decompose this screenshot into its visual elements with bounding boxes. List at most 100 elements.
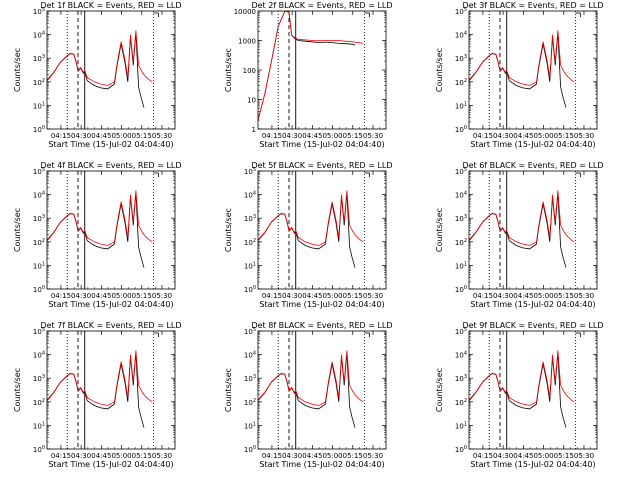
y-tick-label: 1	[252, 126, 256, 134]
x-tick-label: 04:15	[51, 452, 71, 460]
events-series-line	[258, 352, 356, 428]
x-axis-label: Start Time (15-Jul-02 04:04:40)	[48, 460, 173, 469]
x-tick-label: 05:15	[343, 132, 363, 140]
y-axis-label: Counts/sec	[435, 208, 444, 252]
y-axis-label: Counts/sec	[435, 368, 444, 412]
lld-series-line	[47, 30, 153, 86]
x-tick-label: 04:15	[262, 452, 282, 460]
x-tick-label: 05:00	[322, 132, 342, 140]
x-tick-label: 04:45	[91, 292, 111, 300]
x-tick-label: 05:30	[574, 292, 594, 300]
y-tick-label: 105	[33, 327, 45, 336]
y-tick-label: 103	[455, 54, 467, 63]
x-tick-label: 04:45	[91, 132, 111, 140]
y-tick-label: 104	[33, 191, 45, 200]
x-tick-label: 04:30	[71, 292, 91, 300]
y-tick-label: 102	[455, 78, 467, 87]
y-axis-label: Counts/sec	[435, 48, 444, 92]
y-tick-label: 105	[455, 327, 467, 336]
x-tick-label: 04:30	[282, 292, 302, 300]
y-axis-label: Counts/sec	[224, 208, 233, 252]
plot-frame	[46, 170, 176, 290]
x-tick-label: 05:30	[152, 292, 172, 300]
events-series-line	[258, 192, 356, 268]
events-series-line	[47, 32, 145, 108]
panel-det1f: Det 1f BLACK = Events, RED = LLD 100 101 10…	[13, 1, 182, 149]
x-tick-label: 05:15	[554, 452, 574, 460]
panel-title: Det 8f BLACK = Events, RED = LLD	[251, 321, 392, 330]
x-axis-label: Start Time (15-Jul-02 04:04:40)	[48, 300, 173, 309]
x-tick-label: 05:00	[111, 292, 131, 300]
x-tick-label: 05:00	[111, 132, 131, 140]
plot-frame	[257, 170, 387, 290]
panel-title: Det 6f BLACK = Events, RED = LLD	[462, 161, 603, 170]
y-tick-label: 1000	[238, 38, 256, 46]
y-tick-label: 102	[244, 238, 256, 247]
y-tick-label: 101	[33, 261, 45, 270]
y-tick-label: 105	[455, 167, 467, 176]
x-tick-label: 04:30	[493, 452, 513, 460]
x-tick-label: 04:15	[473, 132, 493, 140]
y-tick-label: 104	[244, 191, 256, 200]
x-tick-label: 04:45	[302, 452, 322, 460]
x-tick-label: 04:30	[493, 292, 513, 300]
y-tick-label: 103	[33, 374, 45, 383]
y-tick-label: 101	[455, 421, 467, 430]
y-axis-label: Counts/sec	[13, 368, 22, 412]
y-tick-label: 101	[455, 101, 467, 110]
x-tick-label: 04:30	[71, 452, 91, 460]
panel-det7f: Det 7f BLACK = Events, RED = LLD 100 101 10…	[13, 321, 182, 469]
y-tick-label: 104	[455, 351, 467, 360]
lld-series-line	[258, 190, 364, 246]
panel-det9f: Det 9f BLACK = Events, RED = LLD 100 101 10…	[435, 321, 604, 469]
plot-frame	[257, 10, 387, 130]
lld-series-line	[469, 350, 575, 406]
x-axis-label: Start Time (15-Jul-02 04:04:40)	[470, 460, 595, 469]
y-axis-label: Counts/sec	[13, 48, 22, 92]
y-tick-label: 105	[33, 167, 45, 176]
y-tick-label: 10000	[234, 8, 256, 16]
y-tick-label: 102	[33, 78, 45, 87]
x-tick-label: 04:45	[91, 452, 111, 460]
plot-frame	[468, 330, 598, 450]
x-tick-label: 05:00	[111, 452, 131, 460]
y-tick-label: 100	[33, 285, 45, 294]
y-tick-label: 105	[244, 327, 256, 336]
y-tick-label: 103	[33, 54, 45, 63]
y-tick-label: 10	[247, 97, 256, 105]
x-tick-label: 05:15	[554, 292, 574, 300]
events-series-line	[469, 192, 567, 268]
y-tick-label: 103	[33, 214, 45, 223]
y-tick-label: 100	[455, 445, 467, 454]
x-tick-label: 04:30	[282, 452, 302, 460]
y-tick-label: 101	[455, 261, 467, 270]
x-tick-label: 05:00	[533, 292, 553, 300]
x-tick-label: 05:00	[322, 292, 342, 300]
y-tick-label: 102	[33, 398, 45, 407]
y-tick-label: 101	[33, 101, 45, 110]
plot-frame	[46, 330, 176, 450]
y-tick-label: 100	[33, 125, 45, 134]
y-axis-label: Counts/sec	[224, 48, 233, 92]
y-tick-label: 104	[455, 191, 467, 200]
y-tick-label: 102	[244, 398, 256, 407]
x-tick-label: 05:30	[574, 452, 594, 460]
x-tick-label: 04:45	[513, 452, 533, 460]
lld-series-line	[258, 11, 364, 121]
x-tick-label: 05:00	[533, 132, 553, 140]
panel-det2f: Det 2f BLACK = Events, RED = LLD 1 10 100 10…	[224, 1, 393, 149]
x-tick-label: 04:15	[51, 292, 71, 300]
x-tick-label: 05:15	[554, 132, 574, 140]
x-tick-label: 05:30	[152, 132, 172, 140]
y-tick-label: 102	[33, 238, 45, 247]
y-tick-label: 105	[455, 7, 467, 16]
panel-title: Det 4f BLACK = Events, RED = LLD	[40, 161, 181, 170]
x-tick-label: 05:00	[322, 452, 342, 460]
x-tick-label: 05:00	[533, 452, 553, 460]
panel-title: Det 5f BLACK = Events, RED = LLD	[251, 161, 392, 170]
events-series-line	[469, 32, 567, 108]
y-tick-label: 100	[244, 445, 256, 454]
plot-frame	[46, 10, 176, 130]
y-tick-label: 104	[244, 351, 256, 360]
panel-det8f: Det 8f BLACK = Events, RED = LLD 100 101 10…	[224, 321, 393, 469]
